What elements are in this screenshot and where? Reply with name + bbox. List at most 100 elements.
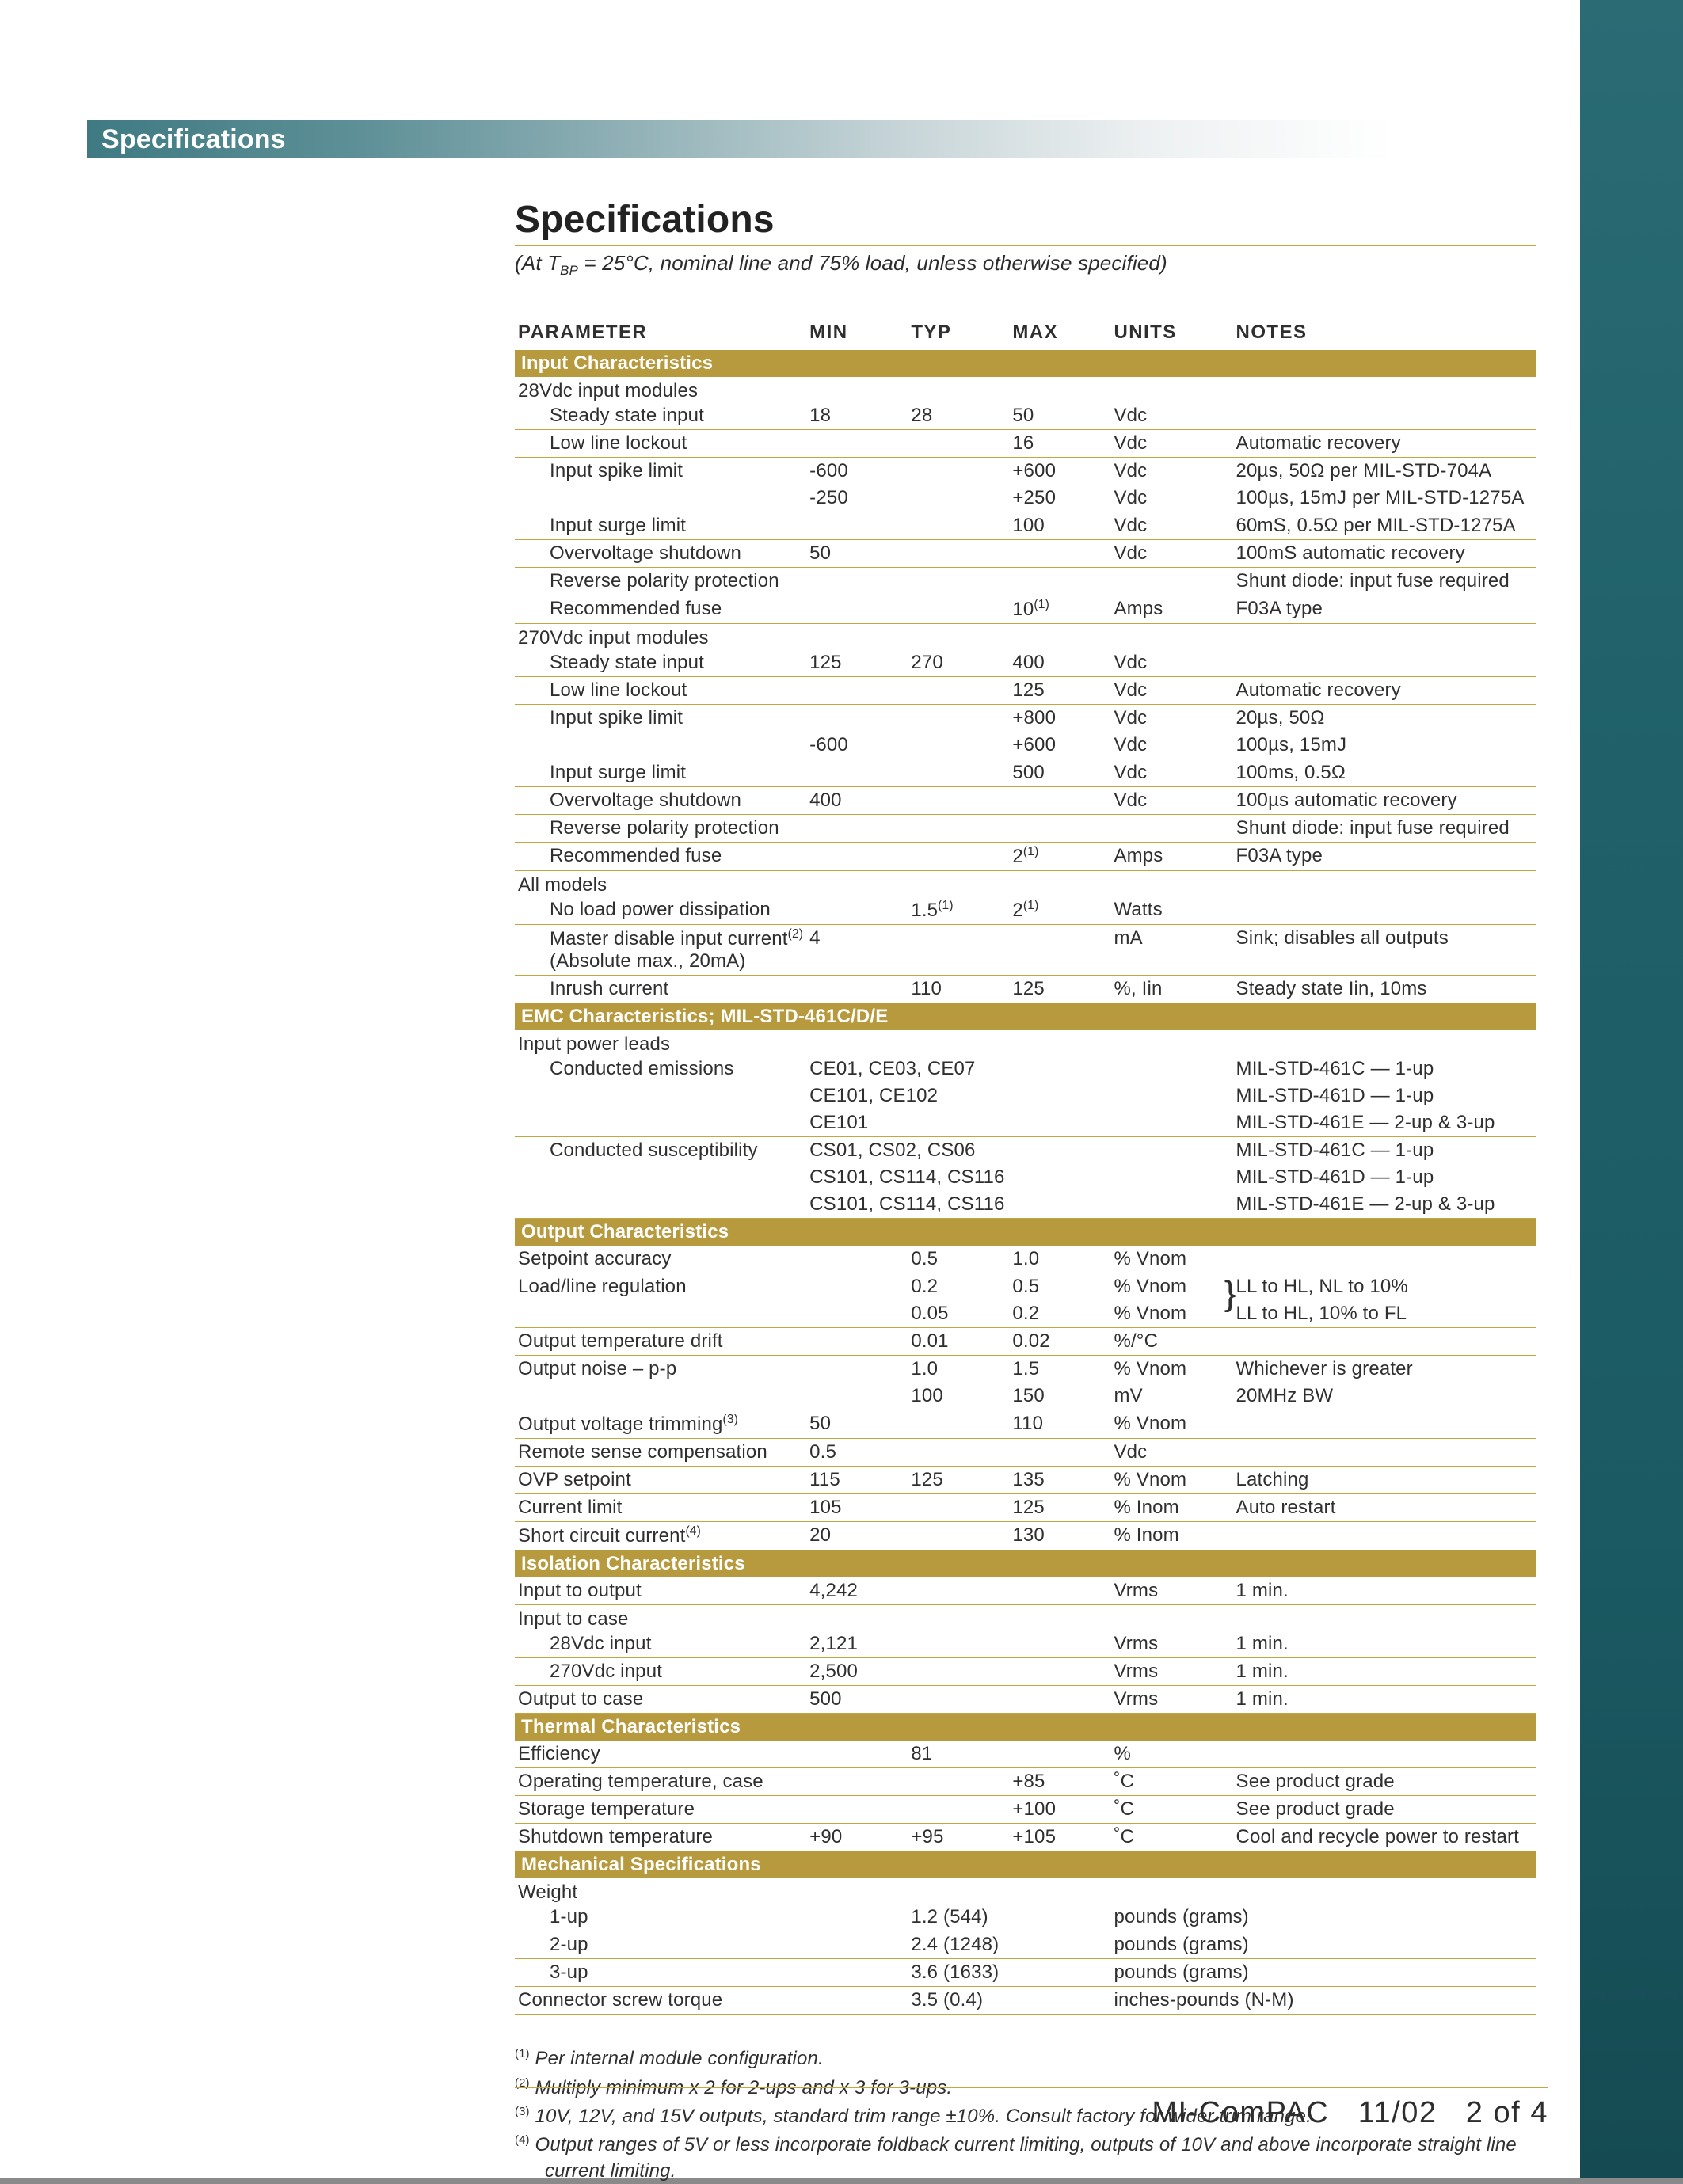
n xyxy=(1233,1410,1536,1439)
typ xyxy=(908,430,1009,458)
p: Overvoltage shutdown xyxy=(515,787,806,815)
min: +90 xyxy=(806,1824,908,1851)
p: Conducted emissions xyxy=(515,1056,806,1082)
col-parameter: PARAMETER xyxy=(515,317,806,350)
typ xyxy=(908,705,1009,732)
u: Vdc xyxy=(1110,649,1232,677)
u: Vdc xyxy=(1110,732,1232,759)
min: 400 xyxy=(806,787,908,815)
val: 2 xyxy=(1012,846,1023,867)
n: MIL-STD-461D — 1-up xyxy=(1233,1082,1536,1109)
typ xyxy=(908,1577,1009,1605)
max: 2(1) xyxy=(1009,843,1110,871)
row-opt: Operating temperature, case+85˚CSee prod… xyxy=(515,1768,1536,1796)
min xyxy=(806,1300,908,1328)
u: % Vnom xyxy=(1110,1356,1232,1383)
p: OVP setpoint xyxy=(515,1467,806,1494)
footnote-1: (1) Per internal module configuration. xyxy=(515,2046,1536,2072)
min: -600 xyxy=(806,732,908,759)
max: 0.2 xyxy=(1009,1300,1110,1328)
typ xyxy=(908,815,1009,843)
n: Latching xyxy=(1233,1467,1536,1494)
u: pounds (grams) xyxy=(1110,1959,1536,1987)
max xyxy=(1009,1658,1110,1686)
u xyxy=(1110,1164,1232,1191)
min xyxy=(806,1273,908,1301)
p xyxy=(515,1191,806,1219)
group-270v-label: 270Vdc input modules xyxy=(515,624,1536,650)
p: Conducted susceptibility xyxy=(515,1137,806,1165)
p: Operating temperature, case xyxy=(515,1768,806,1796)
n: 20MHz BW xyxy=(1233,1383,1536,1410)
min: 50 xyxy=(806,1410,908,1439)
u: Vrms xyxy=(1110,1630,1232,1658)
min xyxy=(806,677,908,705)
row-ss28: Steady state input182850Vdc xyxy=(515,402,1536,430)
section-thermal-label: Thermal Characteristics xyxy=(515,1714,1536,1741)
max xyxy=(1009,1577,1110,1605)
page-title: Specifications xyxy=(515,198,1536,242)
u: ˚C xyxy=(1110,1768,1232,1796)
row-fu28: Recommended fuse10(1)AmpsF03A type xyxy=(515,595,1536,624)
max: 0.5 xyxy=(1009,1273,1110,1301)
u xyxy=(1110,1137,1232,1165)
n: F03A type xyxy=(1233,595,1536,624)
p: No load power dissipation xyxy=(515,896,806,925)
min xyxy=(806,1796,908,1824)
typ xyxy=(908,677,1009,705)
p xyxy=(515,1109,806,1137)
u: Vdc xyxy=(1110,759,1232,787)
row-cs1: Conducted susceptibilityCS01, CS02, CS06… xyxy=(515,1137,1536,1165)
row-w3: 3-up3.6 (1633)pounds (grams) xyxy=(515,1959,1536,1987)
text: Per internal module configuration. xyxy=(535,2048,824,2069)
val: CS01, CS02, CS06 xyxy=(806,1137,1110,1165)
min: 4 xyxy=(806,925,908,976)
row-w1: 1-up1.2 (544)pounds (grams) xyxy=(515,1904,1536,1931)
n: See product grade xyxy=(1233,1796,1536,1824)
n: 20µs, 50Ω xyxy=(1233,705,1536,732)
side-color-band xyxy=(1580,0,1683,2178)
n: MIL-STD-461E — 2-up & 3-up xyxy=(1233,1191,1536,1219)
max: 2(1) xyxy=(1009,896,1110,925)
group-270v: 270Vdc input modules xyxy=(515,624,1536,650)
group-i2c: Input to case xyxy=(515,1605,1536,1631)
p: Input surge limit xyxy=(515,512,806,540)
min xyxy=(806,1246,908,1273)
typ: 100 xyxy=(908,1383,1009,1410)
min xyxy=(806,1328,908,1356)
typ: 3.6 (1633) xyxy=(908,1959,1110,1987)
typ: 0.2 xyxy=(908,1273,1009,1301)
val: % Vnom xyxy=(1114,1276,1186,1297)
p: Inrush current xyxy=(515,976,806,1003)
u: Vdc xyxy=(1110,458,1232,485)
typ xyxy=(908,1658,1009,1686)
p: Input surge limit xyxy=(515,759,806,787)
p: Setpoint accuracy xyxy=(515,1246,806,1273)
u xyxy=(1110,568,1232,595)
row-cs2: CS101, CS114, CS116MIL-STD-461D — 1-up xyxy=(515,1164,1536,1191)
typ xyxy=(908,732,1009,759)
u: Vdc xyxy=(1110,705,1232,732)
sup: (4) xyxy=(685,1524,701,1538)
subtitle-post: = 25°C, nominal line and 75% load, unles… xyxy=(578,251,1167,275)
min: 500 xyxy=(806,1686,908,1714)
section-input: Input Characteristics xyxy=(515,350,1536,377)
n: Auto restart xyxy=(1233,1494,1536,1522)
u: %/°C xyxy=(1110,1328,1232,1356)
n: 1 min. xyxy=(1233,1577,1536,1605)
max: 400 xyxy=(1009,649,1110,677)
n: 1 min. xyxy=(1233,1658,1536,1686)
n: 100µs, 15mJ xyxy=(1233,732,1536,759)
min: 18 xyxy=(806,402,908,430)
min xyxy=(806,1904,908,1931)
group-all-label: All models xyxy=(515,871,1536,897)
n: See product grade xyxy=(1233,1768,1536,1796)
min xyxy=(806,1383,908,1410)
val2: (Absolute max., 20mA) xyxy=(550,950,745,972)
typ xyxy=(908,540,1009,568)
typ xyxy=(908,1439,1009,1467)
typ xyxy=(908,1630,1009,1658)
u: Vrms xyxy=(1110,1658,1232,1686)
u: Vdc xyxy=(1110,540,1232,568)
row-w2: 2-up2.4 (1248)pounds (grams) xyxy=(515,1931,1536,1959)
